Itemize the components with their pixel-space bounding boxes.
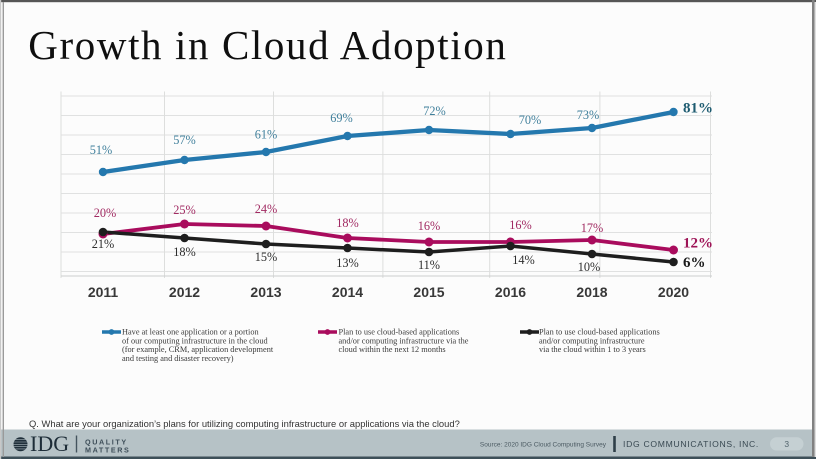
svg-text:11%: 11% [418,258,440,272]
svg-text:Plan to use cloud-based applic: Plan to use cloud-based applications and/… [339,328,469,355]
svg-text:61%: 61% [255,128,278,142]
svg-text:Growth in Cloud Adoption: Growth in Cloud Adoption [28,22,507,68]
svg-text:25%: 25% [173,203,196,217]
svg-text:2020: 2020 [658,284,689,300]
svg-text:2014: 2014 [332,284,363,300]
svg-text:51%: 51% [90,143,113,157]
svg-text:20%: 20% [94,206,117,220]
svg-text:21%: 21% [92,237,115,251]
svg-text:QUALITY: QUALITY [85,437,128,446]
svg-text:Plan to use cloud-based applic: Plan to use cloud-based applications and/… [539,328,660,355]
svg-text:Have at least one application: Have at least one application or a porti… [122,328,274,363]
svg-text:16%: 16% [509,218,532,232]
svg-text:12%: 12% [683,236,713,252]
svg-text:13%: 13% [336,256,359,270]
svg-text:3: 3 [784,439,789,449]
svg-text:57%: 57% [173,133,196,147]
svg-text:81%: 81% [683,101,713,117]
svg-text:2011: 2011 [88,284,119,300]
svg-text:IDG: IDG [30,431,69,456]
svg-text:72%: 72% [423,104,446,118]
svg-text:2016: 2016 [495,284,526,300]
svg-text:73%: 73% [577,108,600,122]
svg-text:2013: 2013 [250,284,281,300]
svg-text:Source: 2020 IDG Cloud Computi: Source: 2020 IDG Cloud Computing Survey [480,442,607,449]
svg-text:MATTERS: MATTERS [85,446,130,455]
svg-text:14%: 14% [512,253,535,267]
svg-text:15%: 15% [255,250,278,264]
svg-text:18%: 18% [336,216,359,230]
svg-text:IDG COMMUNICATIONS, INC.: IDG COMMUNICATIONS, INC. [623,439,759,449]
svg-text:10%: 10% [578,260,601,274]
svg-text:2015: 2015 [413,284,444,300]
svg-text:2018: 2018 [576,284,607,300]
svg-text:18%: 18% [173,245,196,259]
svg-text:24%: 24% [255,202,278,216]
svg-text:Q. What are your organization’: Q. What are your organization’s plans fo… [29,418,460,429]
svg-text:6%: 6% [683,255,706,271]
svg-text:2012: 2012 [169,284,200,300]
svg-text:70%: 70% [519,113,542,127]
svg-text:16%: 16% [418,219,441,233]
svg-text:69%: 69% [330,111,353,125]
svg-text:17%: 17% [581,221,604,235]
